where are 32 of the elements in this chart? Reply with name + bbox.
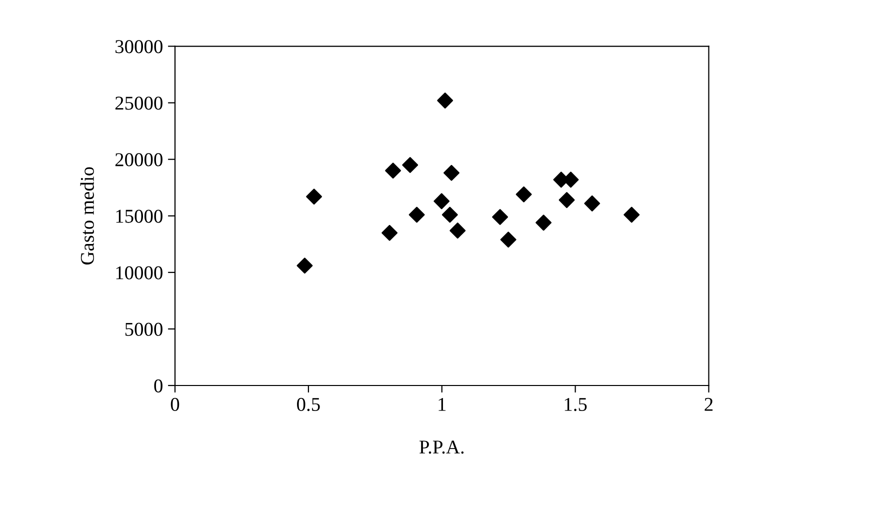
point	[442, 206, 458, 223]
y-tick-label: 20000	[115, 153, 162, 166]
y-tick-label: 30000	[116, 40, 162, 54]
point	[584, 195, 600, 212]
point	[402, 157, 418, 173]
y-tick-label: 5000	[125, 322, 162, 336]
y-tick-label: 0	[154, 379, 162, 392]
point	[450, 222, 466, 239]
point	[408, 206, 425, 223]
point	[444, 164, 460, 181]
x-axis-title: P.P.A.	[419, 440, 464, 454]
point	[558, 192, 575, 208]
point	[536, 214, 552, 231]
y-tick-label: 10000	[116, 266, 162, 280]
point	[306, 188, 322, 205]
point	[434, 193, 450, 210]
point	[437, 92, 454, 109]
y-tick-label: 25000	[115, 96, 162, 110]
x-tick-label: 0.5	[297, 398, 320, 412]
y-axis-title: Gasto medio	[80, 167, 94, 264]
point	[296, 258, 313, 274]
x-tick-label: 1	[438, 398, 446, 411]
y-tick-label: 15000	[116, 210, 162, 223]
x-tick-label: 1.5	[564, 398, 587, 412]
point	[382, 224, 398, 241]
point	[624, 206, 640, 223]
x-tick-label: 2	[704, 398, 713, 411]
point	[500, 232, 516, 248]
point	[492, 209, 508, 225]
point	[516, 186, 532, 202]
x-tick-label: 0	[170, 398, 180, 411]
point	[385, 162, 402, 179]
